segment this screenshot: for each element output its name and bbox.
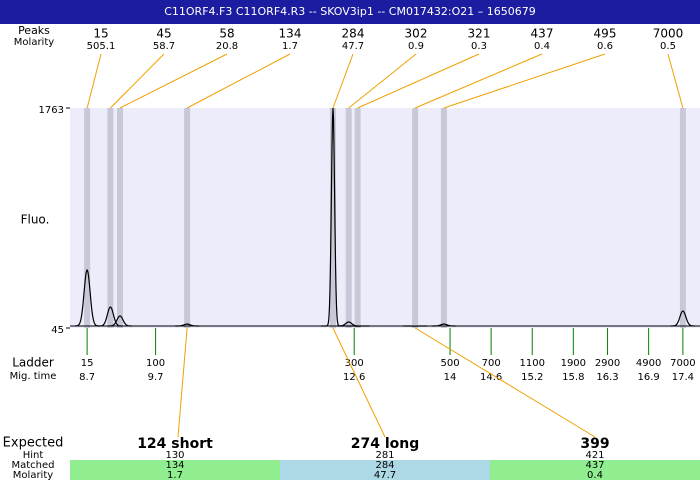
peak-link [357,53,480,109]
peak-band [184,108,191,328]
peak-size: 45 [156,27,171,41]
ladder-size: 100 [146,358,165,369]
header-title: C11ORF4.F3 C11ORF4.R3 -- SKOV3ip1 -- CM0… [164,5,536,18]
peak-link [86,53,102,109]
y-axis-label: Fluo. [21,213,50,227]
ladder-size: 500 [441,358,460,369]
matched-value: 437 [585,460,604,471]
molarity-label: Molarity [14,37,54,48]
expected-value: 399 [580,436,609,452]
peak-link [443,53,606,109]
peak-molarity: 0.3 [471,41,487,52]
peak-band [440,108,447,328]
ladder-size: 2900 [595,358,620,369]
peak-band [345,108,352,328]
trace-peak [108,315,132,327]
ladder-size: 1900 [561,358,586,369]
hint-value: 421 [585,450,604,461]
matched-molarity: 1.7 [167,470,183,480]
peak-size: 58 [219,27,234,41]
peak-molarity: 0.5 [660,41,676,52]
trace-peak [98,306,123,327]
ladder-size: 1100 [520,358,545,369]
ladder-time: 17.4 [672,372,694,383]
matched-cell [280,460,490,480]
peak-size: 437 [531,27,554,41]
peak-size: 321 [468,27,491,41]
peak-link [186,53,291,109]
trace-peak [670,310,695,327]
ladder-size: 15 [81,358,94,369]
peak-link [667,53,684,109]
ladder-time: 16.3 [596,372,618,383]
ladder-time: 8.7 [79,372,95,383]
y-tick-label: 1763 [39,105,64,116]
hint-value: 281 [375,450,394,461]
trace-peak [75,268,100,327]
ladder-time: 9.7 [148,372,164,383]
hint-value: 130 [165,450,184,461]
ladder-time: 12.6 [343,372,365,383]
trace-peak [431,323,456,327]
peak-molarity: 1.7 [282,41,298,52]
matched-cell [490,460,700,480]
peak-band [412,108,419,328]
peak-molarity: 505.1 [87,41,116,52]
peak-molarity: 20.8 [216,41,238,52]
ladder-time: 14 [444,372,457,383]
peak-molarity: 0.6 [597,41,613,52]
peak-band [329,108,336,328]
mig-time-label: Mig. time [10,371,57,382]
expected-link [332,327,386,438]
peak-link [348,53,417,109]
expected-value: 274 long [351,436,420,452]
expected-value: 124 short [137,436,213,452]
peak-band [354,108,361,328]
ladder-size: 7000 [670,358,695,369]
peak-link [332,53,354,109]
peak-band [107,108,114,328]
peak-link [119,53,228,109]
expected-label: Expected [3,436,64,451]
ladder-time: 15.8 [562,372,584,383]
matched-molarity: 0.4 [587,470,603,480]
peak-size: 495 [594,27,617,41]
peak-size: 7000 [653,27,684,41]
matched-value: 284 [375,460,394,471]
matched-value: 134 [165,460,184,471]
ladder-time: 16.9 [638,372,660,383]
peak-molarity: 47.7 [342,41,364,52]
ladder-time: 14.6 [480,372,502,383]
peak-size: 134 [279,27,302,41]
matched-molarity: 47.7 [374,470,396,480]
peak-band [84,108,91,328]
peak-band [116,108,123,328]
y-tick-label: 45 [51,325,64,336]
peak-size: 302 [405,27,428,41]
peak-molarity: 0.4 [534,41,550,52]
ladder-size: 4900 [636,358,661,369]
hint-label: Hint [23,450,44,461]
peak-band [679,108,686,328]
matched-molarity-label: Molarity [13,470,53,480]
peak-size: 15 [93,27,108,41]
plot-area [70,108,700,328]
peak-molarity: 58.7 [153,41,175,52]
header-bar [0,0,700,24]
expected-link [177,327,188,438]
ladder-size: 300 [345,358,364,369]
ladder-label: Ladder [12,356,54,370]
peak-molarity: 0.9 [408,41,424,52]
peak-link [414,53,543,109]
ladder-time: 15.2 [521,372,543,383]
expected-link [414,327,596,438]
peak-link [110,53,165,109]
ladder-size: 700 [482,358,501,369]
trace-peak [175,323,200,327]
peaks-label: Peaks [18,24,50,37]
matched-label: Matched [11,460,54,471]
matched-cell [70,460,280,480]
peak-size: 284 [342,27,365,41]
